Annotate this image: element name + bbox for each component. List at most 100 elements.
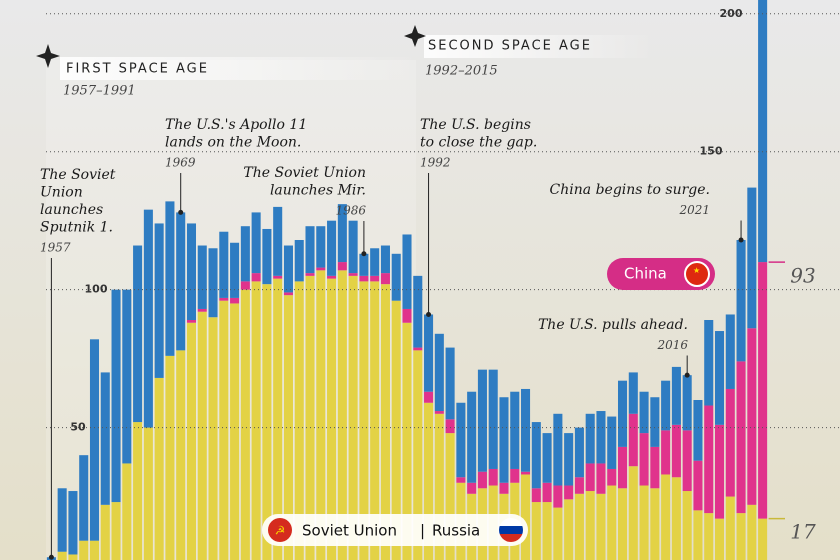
bar-segment (327, 278, 337, 560)
bar-segment (661, 430, 671, 475)
leader-dot (684, 372, 690, 378)
star-icon (404, 25, 426, 47)
bar-segment (380, 273, 390, 285)
bar-segment (68, 554, 78, 560)
leader-dot (738, 237, 744, 243)
bar-segment (747, 328, 757, 505)
bar-segment (262, 228, 272, 285)
bar-segment (682, 430, 692, 492)
bar-segment (337, 270, 347, 560)
bar-segment (424, 314, 434, 392)
bar-segment (693, 460, 703, 511)
annotation-text: Sputnik 1. (40, 220, 113, 236)
bar-segment (736, 240, 746, 362)
bar-segment (617, 488, 628, 560)
bar-segment (596, 493, 606, 560)
bar-segment (359, 275, 369, 282)
bar-segment (531, 502, 541, 560)
bar-segment (456, 402, 466, 478)
bar-segment (327, 220, 337, 276)
bar-segment (348, 220, 358, 274)
bar-segment (650, 488, 660, 560)
bar-segment (176, 350, 186, 560)
bar-segment (639, 391, 649, 434)
bar-segment (553, 507, 563, 560)
bar-segment (186, 322, 197, 560)
annotation-text: launches (40, 202, 103, 218)
bar-segment (197, 308, 207, 312)
annotation-year: 1957 (40, 241, 71, 255)
bar-segment (553, 485, 563, 508)
bar-segment (585, 463, 595, 492)
annotation-text: China begins to surge. (550, 182, 710, 198)
bar-segment (617, 446, 628, 489)
bar-segment (305, 275, 315, 560)
bar-segment (564, 485, 574, 500)
bar-segment (219, 231, 229, 298)
bar-segment (607, 468, 617, 486)
bar-segment (273, 206, 283, 276)
bar-segment (391, 300, 401, 560)
flag-ussr (268, 518, 292, 542)
bar-segment (370, 275, 380, 282)
bar-segment (574, 427, 584, 478)
bar-segment (143, 209, 153, 428)
y-tick-label: 100 (85, 283, 108, 296)
bar-segment (682, 491, 692, 560)
bar-segment (402, 308, 412, 323)
bar-segment (240, 289, 250, 560)
bar-segment (370, 281, 380, 560)
bar-segment (186, 320, 197, 323)
bar-segment (273, 278, 283, 560)
bar-segment (143, 427, 153, 560)
legend-label: China (624, 265, 667, 283)
bar-segment (477, 471, 487, 489)
bar-segment (564, 433, 574, 486)
flag-russia (499, 518, 523, 542)
annotation-text: Union (40, 185, 83, 201)
bar-segment (165, 355, 175, 560)
bar-segment (154, 223, 164, 378)
bar-segment (251, 212, 261, 274)
bar-segment (89, 540, 100, 560)
bar-segment (542, 482, 552, 503)
bar-segment (704, 405, 714, 514)
era-band (424, 35, 654, 58)
end-label: 93 (790, 264, 815, 288)
bar-segment (68, 491, 78, 555)
era-range: 1992–2015 (425, 64, 498, 79)
bar-segment (499, 397, 509, 483)
bar-segment (596, 463, 606, 494)
era-band (60, 57, 420, 80)
bar-segment (521, 474, 531, 560)
bar-segment (725, 388, 735, 497)
leader-dot (426, 311, 432, 317)
bar-segment (348, 273, 358, 276)
bar-segment (402, 322, 412, 560)
bar-segment (251, 273, 261, 282)
bar-segment (197, 311, 207, 560)
bar-segment (337, 204, 347, 263)
bar-segment (553, 413, 563, 486)
bar-segment (413, 350, 423, 560)
bar-segment (639, 485, 649, 560)
legend: ☭ Soviet Union | Russia China ★ (262, 258, 715, 546)
bar-segment (122, 463, 132, 560)
annotation-text: The U.S.'s Apollo 11 (165, 117, 307, 133)
bar-segment (230, 242, 240, 298)
bar-segment (197, 245, 207, 309)
bar-segment (100, 504, 110, 560)
bar-segment (424, 391, 434, 403)
legend-pill (262, 514, 528, 546)
bar-segment (596, 411, 606, 464)
bar-segment (262, 284, 272, 560)
annotation-text: lands on the Moon. (165, 135, 301, 151)
bar-segment (219, 297, 229, 301)
flag-star: ★ (693, 266, 700, 275)
annotation-text: to close the gap. (420, 135, 537, 151)
legend-label: Russia (432, 522, 480, 540)
flag-emblem: ☭ (275, 524, 286, 538)
annotation-year: 1986 (335, 204, 366, 218)
bar-segment (488, 369, 498, 469)
